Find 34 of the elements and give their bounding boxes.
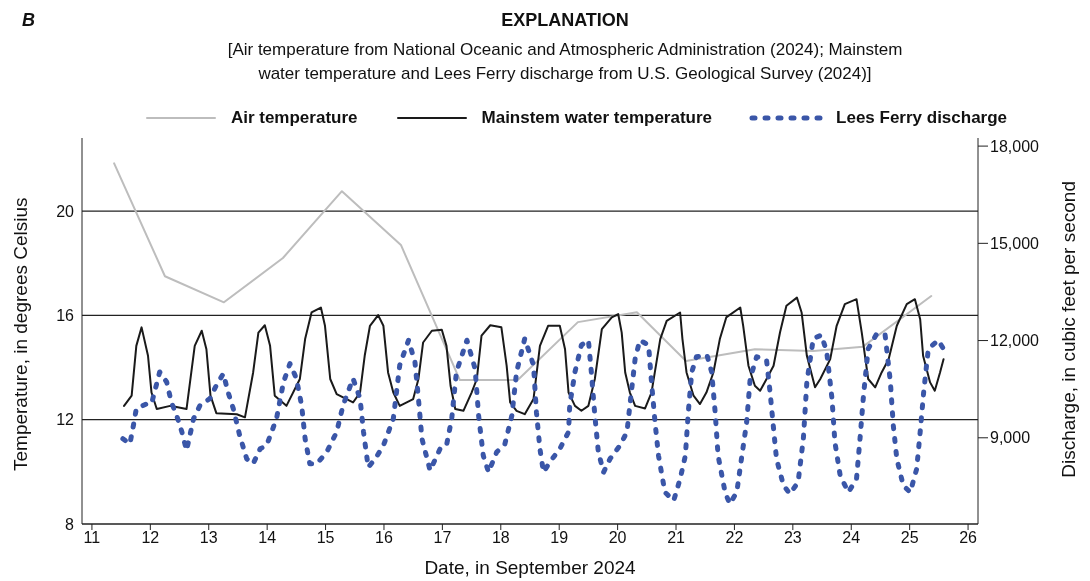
x-axis-title: Date, in September 2024 [424, 557, 637, 578]
line-series [113, 162, 933, 382]
x-tick-label: 13 [199, 529, 218, 547]
chart-subtitle: [Air temperature from National Oceanic and Atmospheric Administration (2024); Mainstem water temperature and Lees Ferry discharge from U.S. Geological Survey (2024)] [226, 39, 904, 85]
y-tick-label: 16 [56, 307, 75, 325]
x-tick-label: 12 [141, 529, 160, 547]
x-tick-label: 16 [375, 529, 393, 547]
text: B [22, 10, 35, 31]
x-tick-label: 23 [783, 529, 802, 547]
x-tick-label: 20 [608, 529, 627, 547]
x-tick-label: 22 [725, 529, 744, 547]
legend-label: Air temperature [230, 108, 358, 128]
x-tick-label: 26 [959, 529, 978, 547]
y-tick-label: 8 [65, 515, 75, 533]
y2-tick-label: 9,000 [990, 429, 1031, 447]
legend-title: EXPLANATION [501, 10, 629, 30]
x-tick-label: 21 [667, 529, 686, 547]
y2-tick-label: 12,000 [990, 332, 1040, 350]
y-tick-label: 20 [56, 202, 75, 220]
y-tick-label: 12 [56, 411, 75, 429]
legend-label: Mainstem water temperature [481, 108, 713, 128]
x-tick-label: 17 [433, 529, 452, 547]
x-tick-label: 11 [83, 529, 101, 547]
x-tick-label: 19 [550, 529, 569, 547]
legend-label: Lees Ferry discharge [836, 108, 1008, 128]
x-tick-label: 18 [491, 529, 510, 547]
y2-axis-title: Discharge, in cubic feet per second [1057, 181, 1079, 478]
x-tick-label: 14 [258, 529, 277, 547]
x-tick-label: 15 [316, 529, 335, 547]
x-tick-label: 24 [842, 529, 861, 547]
y-axis-title: Temperature, in degrees Celsius [9, 197, 31, 471]
y2-tick-label: 18,000 [990, 137, 1040, 155]
x-tick-label: 25 [900, 529, 919, 547]
y2-tick-label: 15,000 [990, 235, 1040, 253]
